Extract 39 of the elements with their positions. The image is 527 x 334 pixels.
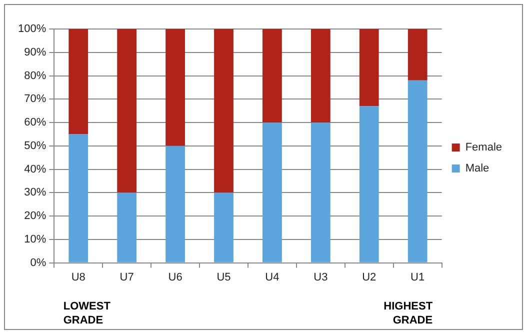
y-tick-label: 70% xyxy=(24,93,46,106)
x-tick-label: U4 xyxy=(265,271,280,284)
y-tick-label: 30% xyxy=(24,186,46,199)
bar xyxy=(262,29,282,123)
x-tick-label: U3 xyxy=(314,271,328,284)
bar xyxy=(310,122,330,262)
x-tick-label: U7 xyxy=(120,271,134,284)
text: HIGHEST GRADE xyxy=(384,300,433,327)
bar xyxy=(117,192,137,262)
y-tick-label: 40% xyxy=(24,163,46,176)
x-tick-label: U5 xyxy=(216,271,231,284)
bar xyxy=(262,122,282,262)
bar xyxy=(310,29,330,123)
text: LOWEST GRADE xyxy=(63,300,111,327)
y-tick-label: 100% xyxy=(18,23,46,36)
y-tick-label: 50% xyxy=(24,140,46,152)
bar xyxy=(214,29,234,193)
x-tick-label: U6 xyxy=(168,271,182,284)
y-tick-label: 90% xyxy=(24,46,46,58)
y-tick-label: 60% xyxy=(24,116,46,129)
bar xyxy=(166,29,185,146)
y-tick-label: 80% xyxy=(24,70,46,82)
y-tick-label: 0% xyxy=(30,256,46,269)
bar xyxy=(359,106,379,262)
bar xyxy=(359,29,379,106)
bar xyxy=(68,29,88,134)
x-tick-label: U1 xyxy=(410,271,425,284)
bar xyxy=(117,29,137,193)
legend-label: Male xyxy=(465,162,490,175)
bar xyxy=(408,80,428,262)
x-tick-label: U8 xyxy=(71,271,86,284)
y-tick-label: 10% xyxy=(24,233,46,246)
x-tick-label: U2 xyxy=(362,271,376,284)
bar xyxy=(214,192,234,262)
bar xyxy=(408,29,428,80)
bar xyxy=(166,146,185,262)
bar xyxy=(68,134,88,262)
legend-label: Female xyxy=(465,142,502,154)
y-tick-label: 20% xyxy=(24,210,46,222)
